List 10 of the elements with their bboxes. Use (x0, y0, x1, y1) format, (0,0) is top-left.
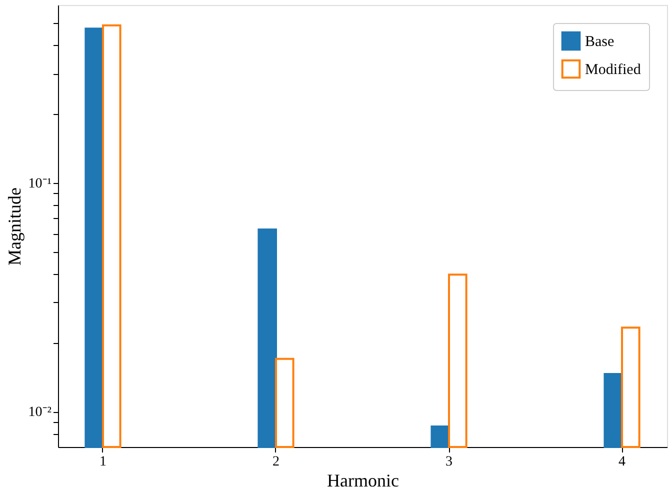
x-tick-label: 3 (446, 454, 453, 470)
y-axis-title: Magnitude (4, 188, 24, 266)
legend-label: Base (585, 34, 614, 50)
y-tick-label: 10⁻² (28, 405, 52, 420)
x-axis-title: Harmonic (327, 470, 399, 490)
x-tick-label: 2 (272, 454, 280, 470)
y-tick-label: 10⁻¹ (28, 176, 52, 192)
x-tick-label: 1 (99, 454, 106, 470)
x-tick-label: 4 (618, 454, 626, 470)
legend-label: Modified (585, 62, 642, 78)
